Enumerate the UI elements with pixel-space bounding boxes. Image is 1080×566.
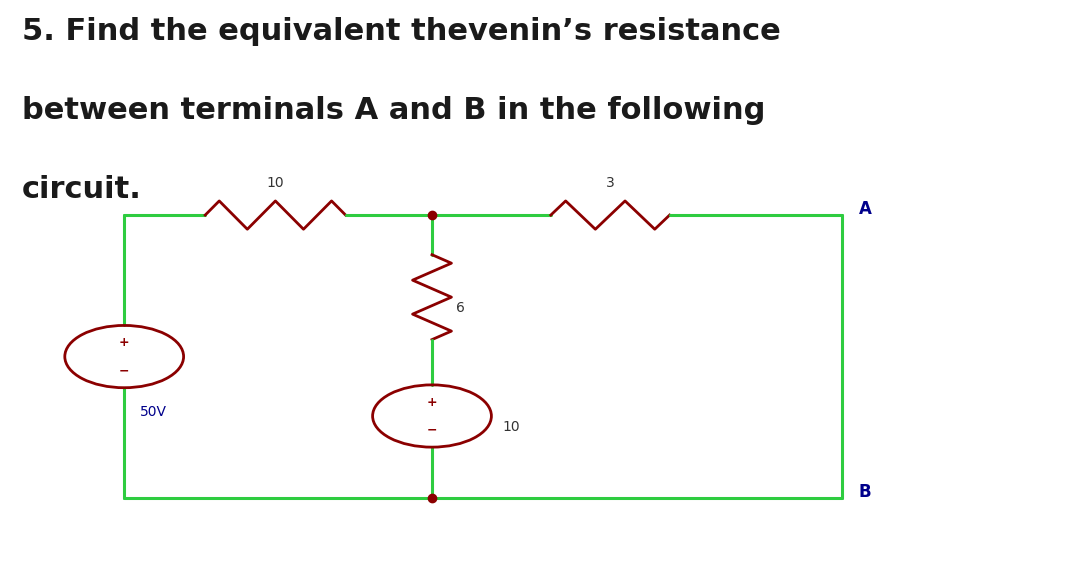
Text: 3: 3 (606, 175, 615, 190)
Text: −: − (119, 364, 130, 377)
Text: A: A (859, 200, 872, 218)
Text: 10: 10 (267, 175, 284, 190)
Text: +: + (119, 336, 130, 349)
Text: −: − (427, 423, 437, 436)
Text: 6: 6 (456, 302, 464, 315)
Text: 5. Find the equivalent thevenin’s resistance: 5. Find the equivalent thevenin’s resist… (22, 17, 781, 46)
Text: 10: 10 (502, 421, 519, 434)
Text: circuit.: circuit. (22, 175, 141, 204)
Text: +: + (427, 396, 437, 409)
Text: 50V: 50V (140, 405, 167, 419)
Text: between terminals A and B in the following: between terminals A and B in the followi… (22, 96, 765, 125)
Text: B: B (859, 483, 872, 501)
